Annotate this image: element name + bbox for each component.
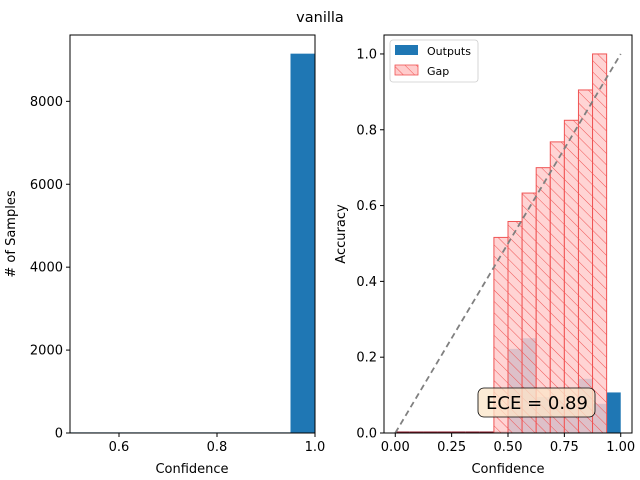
histogram-x-label: Confidence [155,462,228,477]
reliability-x-label: Confidence [471,462,544,477]
histogram-y-tick-label-4: 8000 [30,95,63,110]
histogram-y-tick-label-2: 4000 [30,261,63,276]
reliability-y-tick-label-1: 0.2 [356,351,377,366]
outputs-bar-5 [465,431,480,433]
outputs-bar-15 [606,392,621,433]
histogram-frame [69,34,316,434]
perfect-calibration-line [394,53,622,434]
legend-gap-label: Gap [427,65,449,78]
histogram-x-tick-label-2: 1.0 [305,440,326,455]
gap-bar-hatch-6 [577,89,594,434]
legend-outputs-label: Outputs [427,45,471,58]
legend-gap-hatch [395,65,418,75]
histogram-ticks: 0.6 0.8 1.0 0 2000 4000 6000 8000 [30,95,325,455]
reliability-y-tick-label-5: 1.0 [356,47,377,62]
ece-text: ECE = 0.89 [486,393,588,414]
reliability-x-tick-label-4: 1.00 [606,440,635,455]
reliability-y-tick-label-4: 0.8 [356,123,377,138]
histogram-bar-1 [290,53,315,433]
gap-bar-hatch-7 [592,53,608,434]
reliability-y-tick-label-2: 0.4 [356,275,377,290]
histogram-x-tick-label-0: 0.6 [109,440,130,455]
legend-outputs-swatch [395,45,418,55]
gap-bar-hatch-5 [563,119,579,434]
reliability-axes: 0.00 0.25 0.50 0.75 1.00 0.0 0.2 0.4 0.6 0.8 1.0 C… [334,34,635,477]
histogram-x-tick-label-1: 0.8 [207,440,228,455]
legend: Outputs Gap [389,39,479,83]
outputs-bar-4 [451,431,466,433]
reliability-y-label: Accuracy [334,204,349,264]
outputs-bar-2 [423,431,438,433]
reliability-x-tick-label-0: 0.00 [381,440,410,455]
reliability-x-tick-label-3: 0.75 [550,440,579,455]
reliability-x-tick-label-1: 0.25 [437,440,466,455]
histogram-plot-area [70,53,315,433]
outputs-bar-6 [479,431,494,433]
histogram-y-label: # of Samples [4,190,19,277]
reliability-ticks: 0.00 0.25 0.50 0.75 1.00 0.0 0.2 0.4 0.6 0.8 1.0 [356,47,635,455]
ece-annotation: ECE = 0.89 [477,387,596,418]
reliability-y-tick-label-0: 0.0 [356,427,377,442]
outputs-bar-0 [395,431,410,433]
ece-box [477,387,596,418]
histogram-axes: 0.6 0.8 1.0 0 2000 4000 6000 8000 Confidence # … [4,34,325,477]
histogram-y-tick-label-0: 0 [55,427,63,442]
histogram-y-tick-label-1: 2000 [30,344,63,359]
reliability-plot-area [394,53,622,434]
reliability-y-tick-label-3: 0.6 [356,199,377,214]
outputs-bar-1 [409,431,424,433]
reliability-x-tick-label-2: 0.50 [494,440,523,455]
outputs-bar-3 [437,431,452,433]
figure-title: vanilla [296,10,344,26]
histogram-y-tick-label-3: 6000 [30,178,63,193]
